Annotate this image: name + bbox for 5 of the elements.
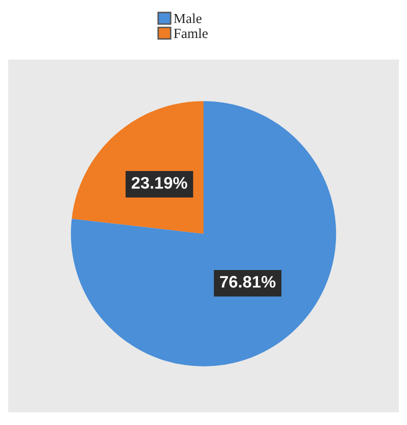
data-label: 76.81% (220, 276, 276, 288)
data-label: 23.19% (132, 176, 188, 189)
pie-slice (70, 101, 336, 366)
legend-label: Male (174, 13, 202, 24)
legend-label: Famle (174, 28, 208, 38)
